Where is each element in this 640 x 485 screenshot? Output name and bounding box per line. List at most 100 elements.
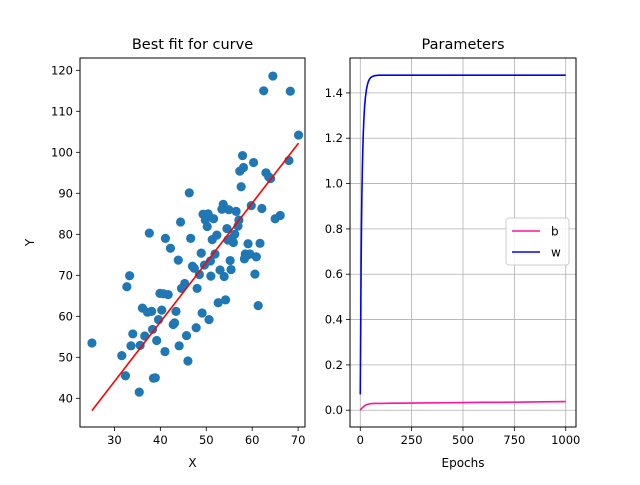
scatter-point	[250, 269, 260, 279]
scatter-point	[173, 255, 183, 265]
x-tick-label: 500	[452, 433, 474, 447]
y-tick-label: 40	[58, 391, 73, 405]
scatter-point	[124, 271, 135, 281]
scatter-point	[243, 239, 253, 249]
scatter-point	[180, 278, 190, 289]
y-tick-label: 100	[51, 145, 73, 159]
scatter-point	[147, 306, 157, 316]
y-tick-label: 1.4	[325, 86, 343, 100]
x-tick-label: 1000	[551, 433, 580, 447]
series-line-w	[359, 74, 566, 395]
y-tick-label: 110	[51, 104, 73, 118]
x-tick-label: 70	[291, 433, 306, 447]
scatter-point	[184, 188, 194, 198]
legend: b w	[505, 217, 570, 266]
x-tick-label: 250	[401, 433, 423, 447]
scatter-point	[268, 71, 278, 81]
best-fit-plot-xlabel: X	[188, 456, 196, 470]
scatter-point	[212, 230, 222, 240]
scatter-point	[181, 330, 192, 341]
scatter-point	[213, 298, 223, 308]
best-fit-plot: Best fit for curve 30 40 50 60 70 40 50 60 70 80 9…	[23, 37, 306, 470]
scatter-point	[169, 318, 180, 328]
scatter-point	[257, 203, 267, 214]
scatter-point	[259, 86, 269, 96]
scatter-point	[236, 182, 246, 192]
scatter-point	[293, 130, 304, 140]
x-tick-label: 40	[153, 433, 168, 447]
fit-line-group	[91, 142, 300, 412]
parameters-plot-lines	[359, 74, 566, 411]
scatter-point	[231, 206, 241, 216]
y-tick-label: 50	[58, 350, 73, 364]
scatter-point	[209, 214, 219, 224]
y-tick-label: 0.2	[325, 358, 343, 372]
scatter-point	[147, 324, 158, 335]
best-fit-plot-ticks: 30 40 50 60 70 40 50 60 70 80 90 100 110 120	[51, 63, 305, 447]
parameters-plot: Parameters 0 250 500 750 1000 0.0 0.2 0.4 0.6 0.8…	[325, 37, 581, 470]
scatter-point	[222, 223, 232, 234]
scatter-point	[206, 271, 216, 281]
scatter-points	[87, 71, 304, 397]
y-tick-label: 0.4	[325, 313, 343, 327]
scatter-point	[128, 329, 138, 339]
scatter-point	[135, 340, 145, 351]
scatter-point	[144, 228, 154, 238]
x-tick-label: 0	[357, 433, 364, 447]
scatter-point	[204, 314, 214, 325]
x-tick-label: 60	[245, 433, 260, 447]
best-fit-plot-title: Best fit for curve	[132, 37, 253, 53]
scatter-point	[220, 295, 231, 305]
scatter-point	[194, 269, 204, 280]
scatter-point	[171, 306, 181, 316]
scatter-point	[157, 305, 167, 315]
scatter-point	[225, 255, 235, 266]
scatter-point	[174, 341, 184, 351]
scatter-point	[165, 243, 176, 253]
legend-label-w: w	[551, 246, 561, 260]
parameters-plot-title: Parameters	[422, 37, 505, 53]
parameters-plot-xlabel: Epochs	[442, 456, 485, 470]
scatter-point	[202, 221, 212, 232]
scatter-point	[189, 263, 199, 273]
scatter-point	[163, 289, 173, 300]
scatter-point	[183, 356, 193, 366]
parameters-plot-ticks: 0 250 500 750 1000 0.0 0.2 0.4 0.6 0.8 1.0 1.2 1.4	[325, 86, 581, 447]
fit-line	[91, 142, 300, 412]
y-tick-label: 1.2	[325, 131, 343, 145]
scatter-point	[87, 338, 97, 348]
y-tick-label: 60	[58, 309, 73, 323]
best-fit-plot-ylabel: Y	[23, 238, 37, 247]
scatter-point	[228, 237, 238, 248]
y-tick-label: 0.6	[325, 267, 343, 281]
scatter-point	[126, 341, 136, 351]
legend-box	[505, 217, 570, 266]
scatter-point	[205, 256, 216, 266]
scatter-point	[160, 346, 170, 357]
scatter-point	[238, 162, 249, 173]
y-tick-label: 80	[58, 227, 73, 241]
scatter-point	[230, 229, 240, 239]
scatter-point	[192, 283, 202, 294]
x-tick-label: 30	[107, 433, 122, 447]
y-tick-label: 1.0	[325, 177, 343, 191]
scatter-point	[219, 271, 229, 282]
scatter-point	[150, 373, 160, 383]
scatter-point	[285, 86, 295, 96]
scatter-point	[255, 238, 265, 248]
scatter-point	[152, 335, 162, 346]
scatter-point	[120, 371, 131, 381]
best-fit-plot-frame	[79, 57, 306, 428]
scatter-point	[251, 252, 261, 262]
scatter-point	[186, 233, 196, 243]
y-tick-label: 0.8	[325, 222, 343, 236]
scatter-point	[160, 233, 171, 243]
scatter-point	[248, 157, 259, 168]
x-tick-label: 50	[199, 433, 214, 447]
scatter-point	[134, 387, 144, 397]
scatter-point	[275, 210, 285, 221]
legend-label-b: b	[551, 225, 559, 239]
series-line-b	[359, 400, 566, 411]
